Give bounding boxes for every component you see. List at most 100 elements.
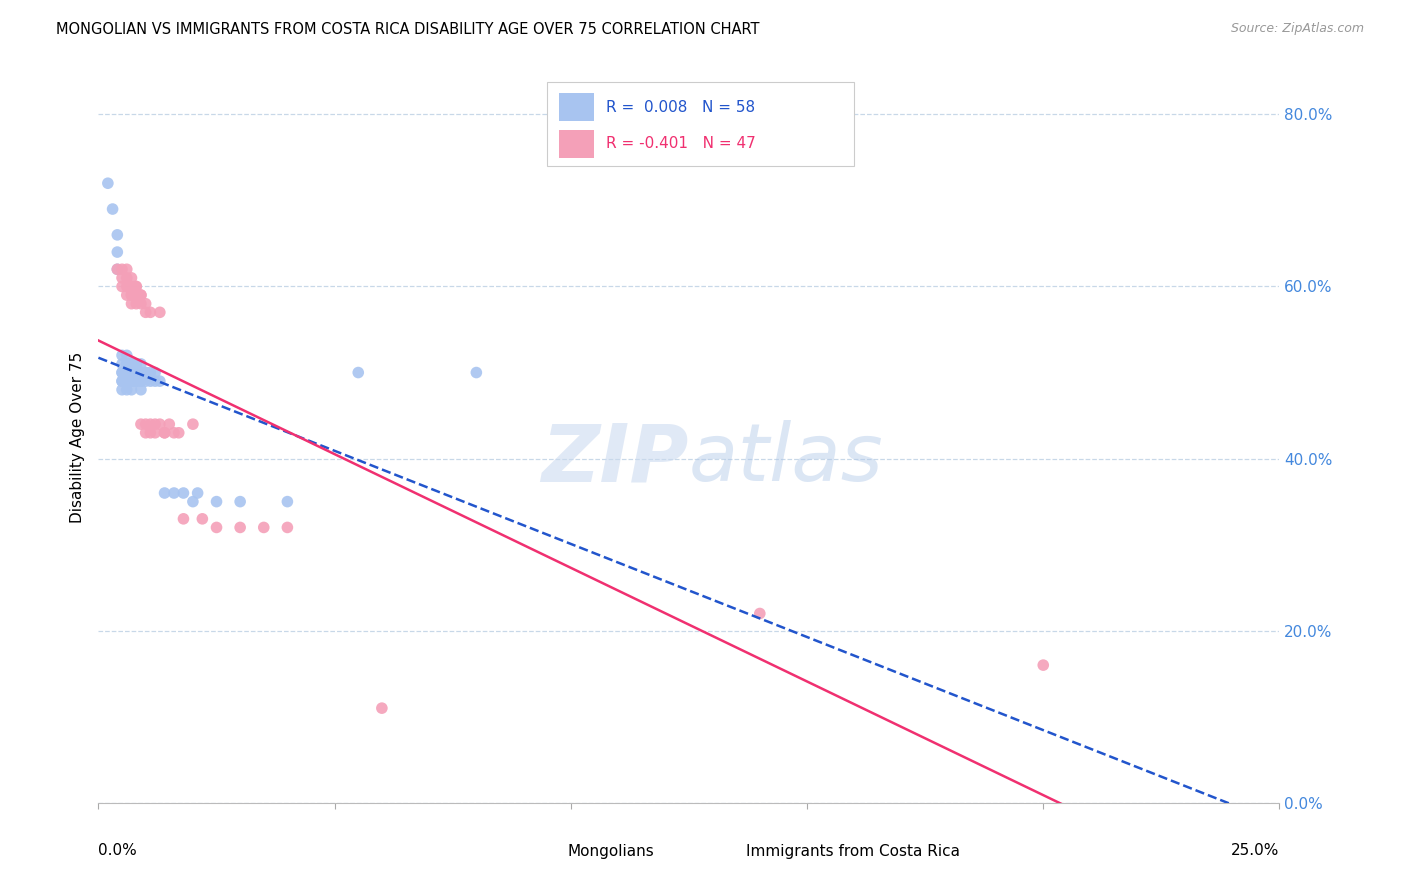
Point [129,288,152,302]
Text: ZIP: ZIP [541,420,689,498]
Point [111,279,134,293]
Point [111,374,134,388]
Point [181,417,204,432]
Point [125,296,148,310]
Point [139,305,162,319]
Point [135,417,157,432]
FancyBboxPatch shape [547,82,855,167]
Point [157,417,180,432]
Point [111,348,134,362]
Point [121,288,143,302]
Point [125,366,148,380]
Point [135,305,157,319]
Text: R = -0.401   N = 47: R = -0.401 N = 47 [606,136,756,152]
Point [111,366,134,380]
Point [167,425,190,440]
Point [111,271,134,285]
Point [163,486,186,500]
Point [121,366,143,380]
Text: Immigrants from Costa Rica: Immigrants from Costa Rica [745,844,960,859]
Point [371,701,394,715]
Point [135,366,157,380]
Point [115,374,138,388]
Point [139,374,162,388]
Point [153,486,176,500]
Text: R =  0.008   N = 58: R = 0.008 N = 58 [606,100,755,115]
Point [125,279,148,293]
Point [121,383,143,397]
Point [125,357,148,371]
FancyBboxPatch shape [560,130,595,158]
Point [121,357,143,371]
Point [139,425,162,440]
Point [129,296,152,310]
Point [115,366,138,380]
FancyBboxPatch shape [713,841,738,862]
Point [135,366,157,380]
Point [149,417,172,432]
Point [121,357,143,371]
Point [121,288,143,302]
Point [105,262,128,277]
Point [229,520,252,534]
Point [205,494,228,508]
Point [135,296,157,310]
Point [111,374,134,388]
Point [97,176,120,190]
Text: Mongolians: Mongolians [567,844,654,859]
Point [125,357,148,371]
Point [129,383,152,397]
Point [135,425,157,440]
Point [115,288,138,302]
Point [276,520,298,534]
Text: MONGOLIAN VS IMMIGRANTS FROM COSTA RICA DISABILITY AGE OVER 75 CORRELATION CHART: MONGOLIAN VS IMMIGRANTS FROM COSTA RICA … [56,22,759,37]
Point [121,296,143,310]
Point [129,366,152,380]
Point [105,262,128,277]
Point [143,425,166,440]
Point [125,288,148,302]
Point [143,374,166,388]
Point [105,227,128,242]
Point [121,374,143,388]
Point [111,383,134,397]
Point [115,366,138,380]
Point [149,374,172,388]
Point [465,366,488,380]
Point [191,512,214,526]
Point [187,486,209,500]
Point [172,486,194,500]
Point [125,366,148,380]
Point [153,425,176,440]
FancyBboxPatch shape [560,94,595,121]
Point [135,374,157,388]
Point [129,357,152,371]
Point [121,374,143,388]
Point [1032,658,1054,673]
Point [125,374,148,388]
Point [115,262,138,277]
Point [129,374,152,388]
Point [139,366,162,380]
Point [276,494,298,508]
Text: Source: ZipAtlas.com: Source: ZipAtlas.com [1230,22,1364,36]
Text: 0.0%: 0.0% [98,843,138,858]
Point [115,374,138,388]
Point [748,607,770,621]
Point [115,357,138,371]
Point [111,262,134,277]
Point [111,357,134,371]
Point [105,245,128,260]
Point [115,271,138,285]
Text: atlas: atlas [689,420,884,498]
Point [143,417,166,432]
Point [129,288,152,302]
Point [129,366,152,380]
Point [125,374,148,388]
Point [129,417,152,432]
Point [115,279,138,293]
FancyBboxPatch shape [536,841,561,862]
Point [229,494,252,508]
Point [172,512,194,526]
Point [129,374,152,388]
